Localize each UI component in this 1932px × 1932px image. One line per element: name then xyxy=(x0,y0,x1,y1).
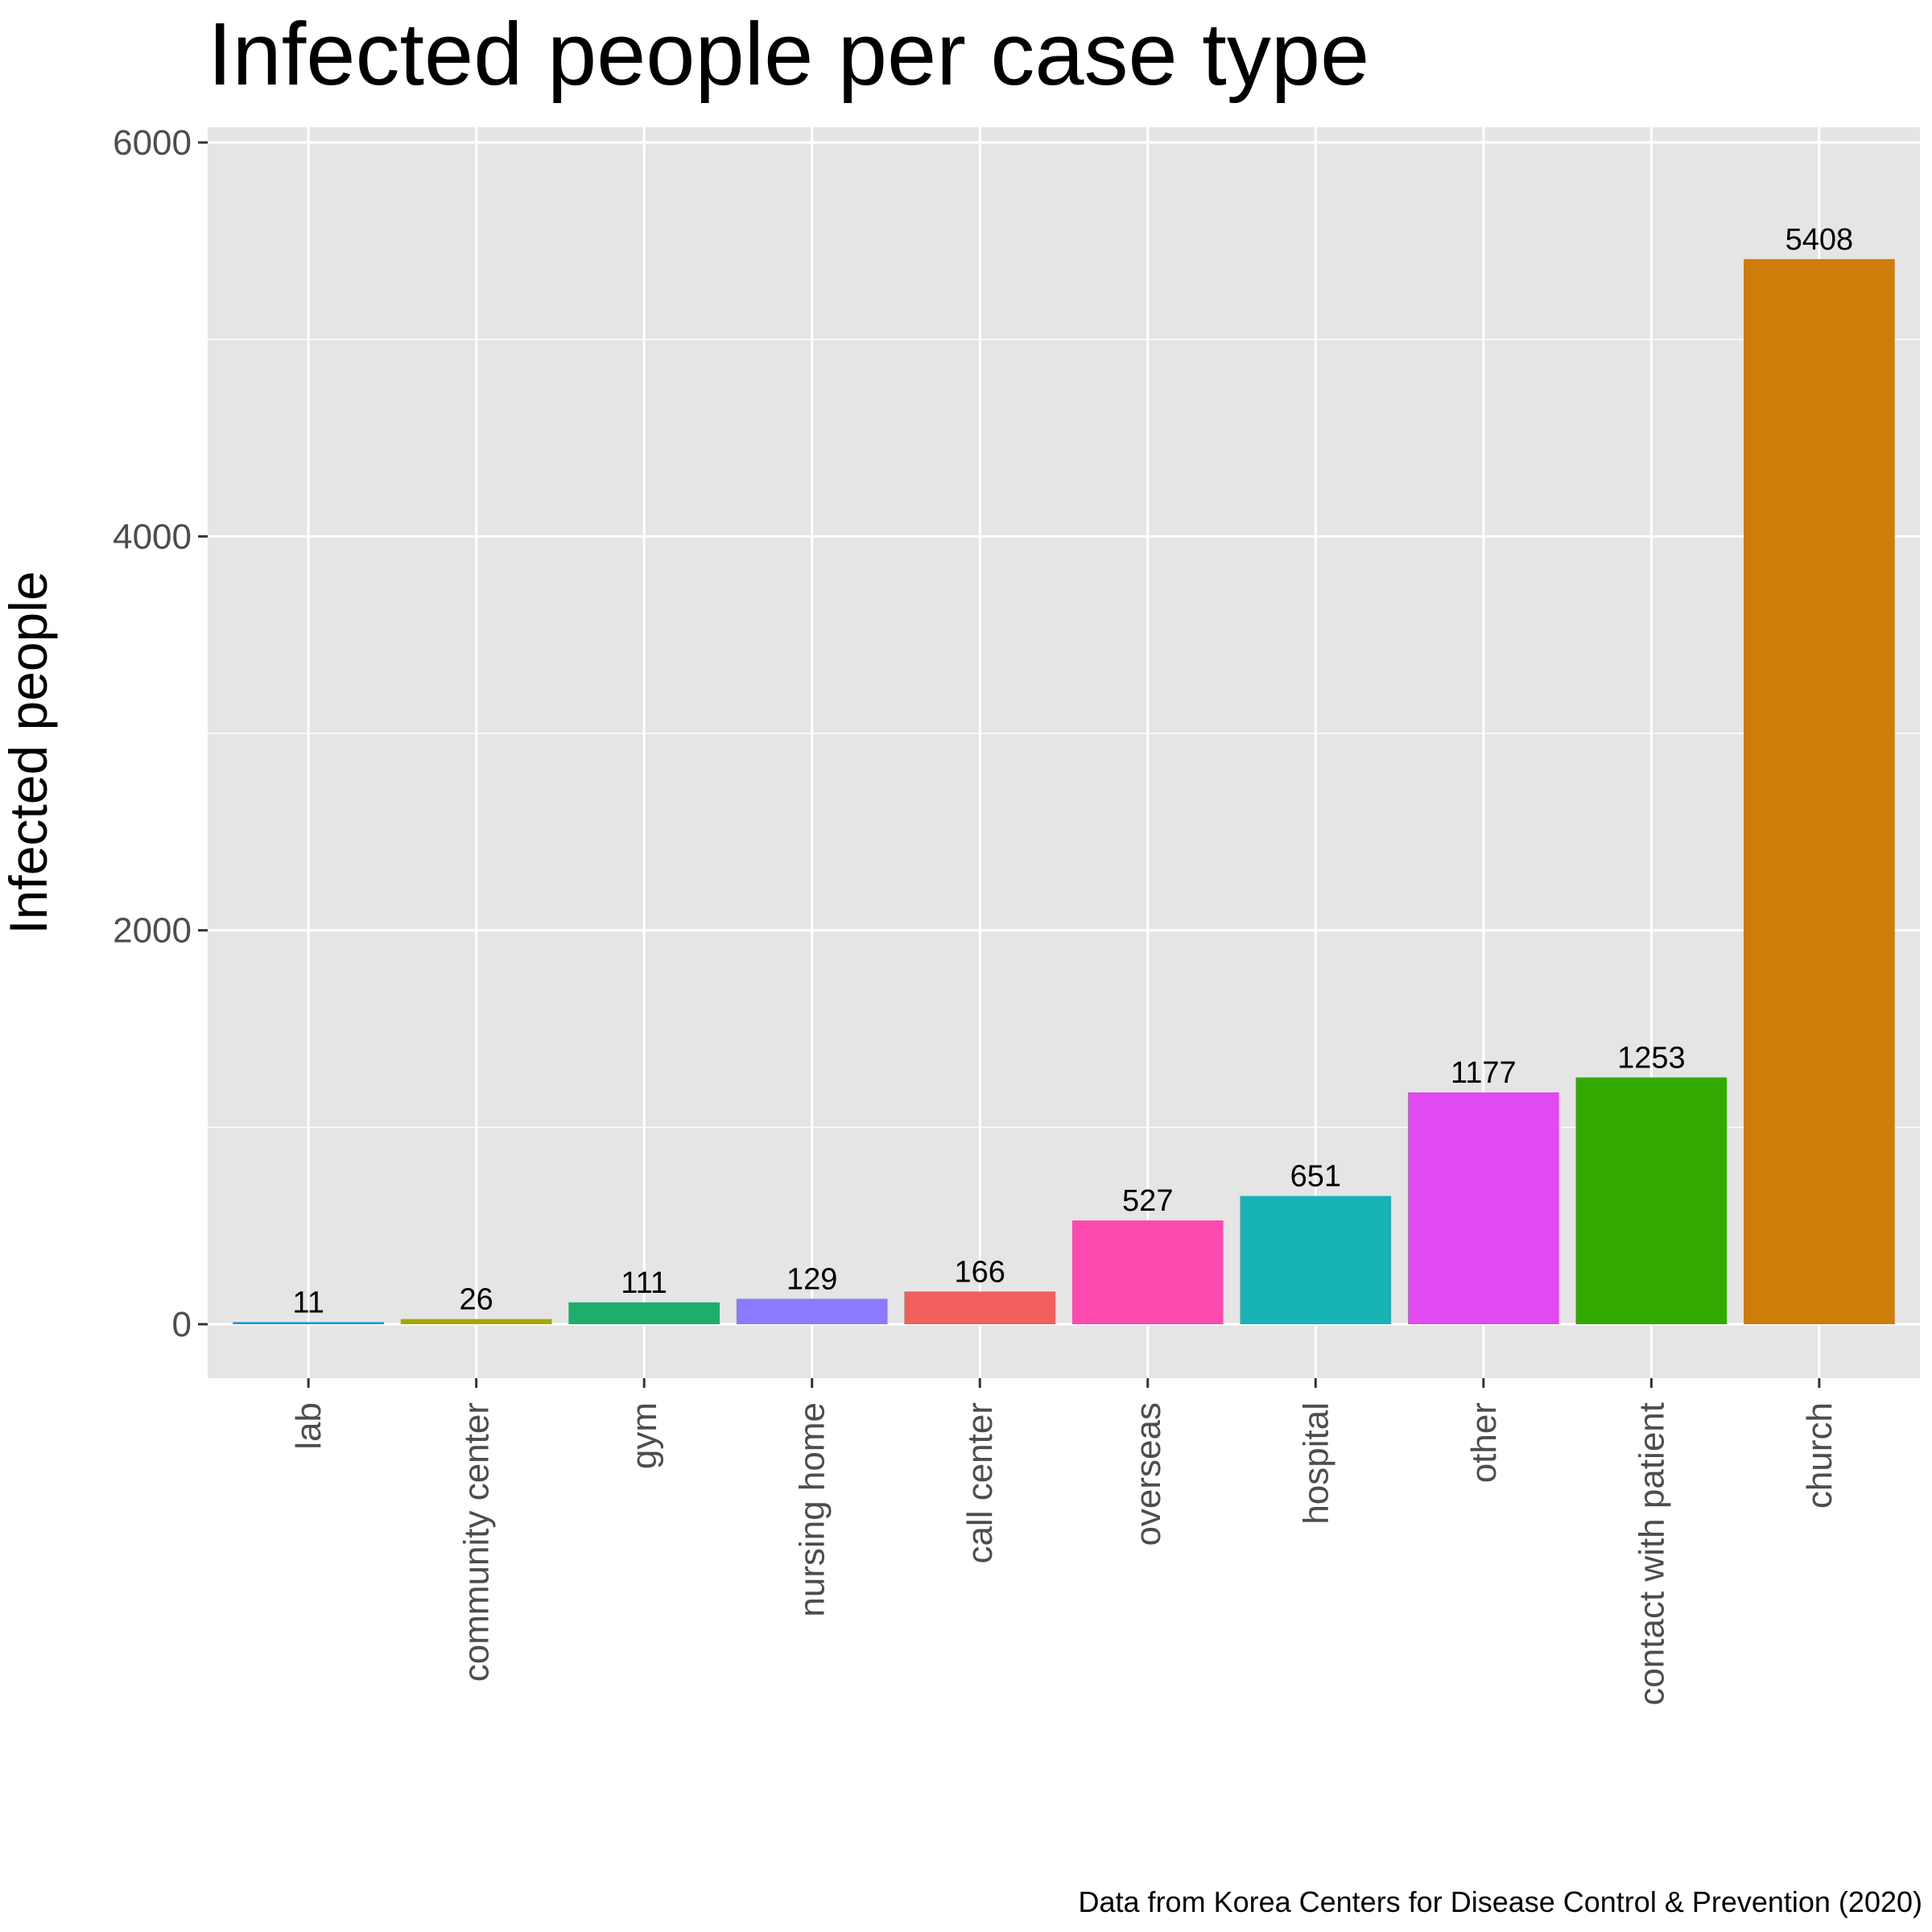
x-tick-label: overseas xyxy=(1129,1402,1168,1546)
data-label: 1253 xyxy=(1617,1041,1686,1075)
bar-hospital xyxy=(1240,1195,1392,1324)
data-label: 11 xyxy=(292,1286,324,1319)
grid-major xyxy=(208,127,1920,1378)
chart-caption: Data from Korea Centers for Disease Cont… xyxy=(1079,1885,1922,1918)
y-axis: 0 2000 4000 6000 xyxy=(113,123,208,1344)
y-axis-label: Infected people xyxy=(0,571,58,934)
data-labels: 11 26 111 129 166 527 651 1177 1253 5408 xyxy=(292,223,1853,1319)
bar-gym xyxy=(568,1302,720,1324)
data-label: 651 xyxy=(1290,1160,1341,1194)
y-tick-label: 0 xyxy=(172,1305,192,1344)
data-label: 129 xyxy=(786,1262,837,1296)
y-tick-label: 4000 xyxy=(113,517,192,556)
bar-contact-with-patient xyxy=(1575,1077,1728,1324)
bar-lab xyxy=(233,1322,384,1324)
bar-community-center xyxy=(400,1319,552,1324)
data-label: 1177 xyxy=(1451,1056,1517,1090)
x-tick-label: nursing home xyxy=(793,1402,832,1617)
y-tick-label: 2000 xyxy=(113,911,192,951)
data-label: 111 xyxy=(621,1266,667,1300)
data-label: 5408 xyxy=(1785,223,1854,257)
data-label: 26 xyxy=(460,1283,493,1317)
x-axis: lab community center gym nursing home call c… xyxy=(289,1378,1839,1706)
bar-church xyxy=(1744,258,1895,1324)
x-tick-label: other xyxy=(1464,1402,1504,1483)
x-tick-label: lab xyxy=(289,1402,328,1450)
x-tick-label: gym xyxy=(625,1402,664,1469)
x-tick-label: hospital xyxy=(1296,1402,1335,1525)
data-label: 527 xyxy=(1122,1184,1173,1218)
data-label: 166 xyxy=(955,1255,1005,1289)
x-tick-label: church xyxy=(1800,1402,1839,1509)
chart-title: Infected people per case type xyxy=(208,5,1369,104)
bars xyxy=(233,258,1895,1324)
bar-other xyxy=(1407,1092,1559,1324)
x-tick-label: call center xyxy=(960,1402,1000,1564)
x-tick-label: community center xyxy=(457,1402,497,1682)
bar-overseas xyxy=(1071,1220,1224,1324)
bar-nursing-home xyxy=(736,1298,888,1324)
y-tick-label: 6000 xyxy=(113,123,192,163)
bar-call-center xyxy=(904,1291,1056,1324)
x-tick-label: contact with patient xyxy=(1632,1402,1671,1706)
